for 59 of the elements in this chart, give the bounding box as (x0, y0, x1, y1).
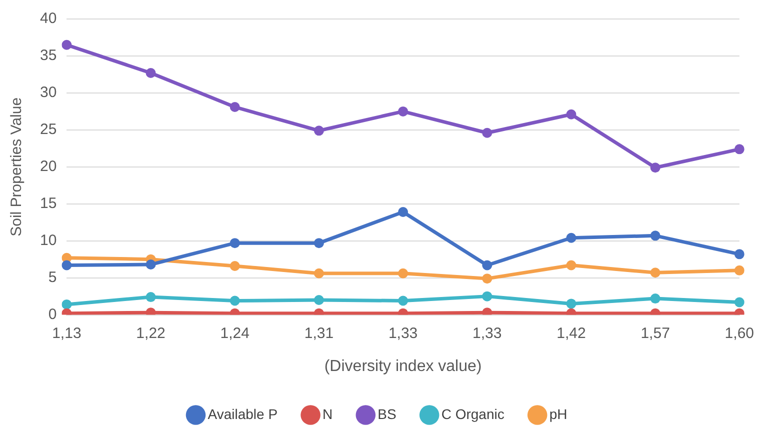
point (650, 268, 660, 278)
y-tick-label: 10 (40, 232, 57, 249)
point (734, 249, 744, 260)
point (230, 260, 240, 271)
point (314, 238, 324, 248)
y-tick-label: 20 (40, 158, 57, 176)
y-tick-label: 15 (40, 195, 57, 212)
point (566, 109, 576, 120)
y-tick-label: 0 (48, 306, 57, 323)
point (314, 126, 324, 136)
x-tick-label: 1,60 (724, 324, 754, 342)
y-tick-label: 35 (40, 47, 57, 64)
point (62, 299, 72, 310)
point (230, 296, 240, 306)
point (566, 298, 576, 309)
y-tick-label: 5 (48, 268, 57, 286)
point (650, 162, 660, 173)
point (398, 207, 408, 218)
y-tick-label: 25 (40, 121, 57, 138)
y-axis-title: Soil Properties Value (8, 97, 26, 236)
point (734, 144, 744, 154)
point (146, 68, 156, 78)
x-tick-label: 1,33 (472, 324, 502, 342)
point (398, 106, 408, 116)
x-tick-label: 1,13 (52, 324, 82, 342)
point (734, 297, 744, 308)
point (566, 260, 576, 270)
x-tick-label: 1,42 (556, 324, 586, 342)
x-tick-label: 1,57 (640, 324, 670, 342)
point (314, 295, 324, 306)
x-tick-label: 1,33 (388, 324, 418, 342)
legend-label: C Organic (441, 406, 504, 422)
y-tick-label: 40 (40, 10, 57, 28)
point (314, 268, 324, 278)
x-tick-label: 1,31 (304, 324, 334, 342)
x-tick-label: 1,24 (220, 324, 250, 342)
point (146, 292, 156, 302)
x-axis-title: (Diversity index value) (324, 358, 482, 375)
point (482, 274, 492, 284)
point (566, 232, 576, 243)
legend-label: N (322, 406, 333, 422)
y-tick-label: 30 (40, 84, 57, 102)
point (230, 238, 240, 248)
point (62, 260, 72, 270)
point (482, 260, 492, 270)
point (146, 260, 156, 270)
point (650, 294, 660, 304)
point (482, 291, 492, 302)
point (230, 102, 240, 112)
legend-label: Available P (208, 406, 278, 422)
point (482, 128, 492, 138)
point (398, 268, 408, 278)
legend-label: BS (378, 406, 396, 422)
point (62, 40, 72, 50)
point (734, 265, 744, 276)
point (398, 296, 408, 306)
point (650, 230, 660, 241)
legend-label: pH (549, 406, 568, 422)
x-tick-label: 1,22 (136, 324, 166, 342)
